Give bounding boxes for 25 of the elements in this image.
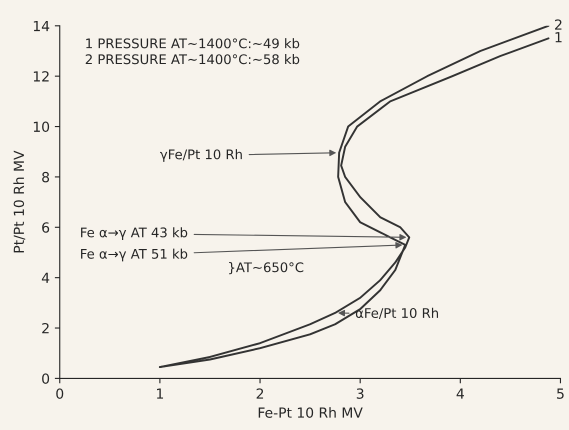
y-tick-label: 2 xyxy=(42,322,49,334)
x-tick-label: 2 xyxy=(256,388,264,399)
annotation: Fe α→γ AT 43 kb xyxy=(81,227,188,240)
y-tick-label: 0 xyxy=(42,373,50,384)
y-tick-label: 14 xyxy=(34,20,50,32)
annotation: 1 PRESSURE AT~1400°C:~49 kb xyxy=(86,38,300,48)
y-axis-title: Pt/Pt 10 Rh MV xyxy=(13,150,26,252)
y-tick-label: 6 xyxy=(42,222,50,233)
annotation: 2 PRESSURE AT~1400°C:~58 kb xyxy=(86,54,300,64)
x-tick-label: 1 xyxy=(156,388,164,399)
x-tick-label: 3 xyxy=(356,388,364,399)
x-tick-label: 4 xyxy=(456,388,464,399)
y-tick-label: 8 xyxy=(42,172,50,182)
series-label: 1 xyxy=(556,32,562,42)
x-axis-title: Fe-Pt 10 Rh MV xyxy=(258,407,363,418)
annotation: }AT~650°C xyxy=(229,262,304,274)
x-tick-label: 5 xyxy=(557,388,564,399)
x-tick-label: 0 xyxy=(56,388,64,399)
annotation: αFe/Pt 10 Rh xyxy=(356,308,438,320)
y-tick-label: 10 xyxy=(34,122,50,132)
y-tick-label: 12 xyxy=(34,71,49,82)
series-label: 2 xyxy=(555,19,562,30)
annotation: γFe/Pt 10 Rh xyxy=(160,149,242,162)
y-tick-label: 4 xyxy=(42,272,50,283)
annotation: Fe α→γ AT 51 kb xyxy=(81,248,188,262)
